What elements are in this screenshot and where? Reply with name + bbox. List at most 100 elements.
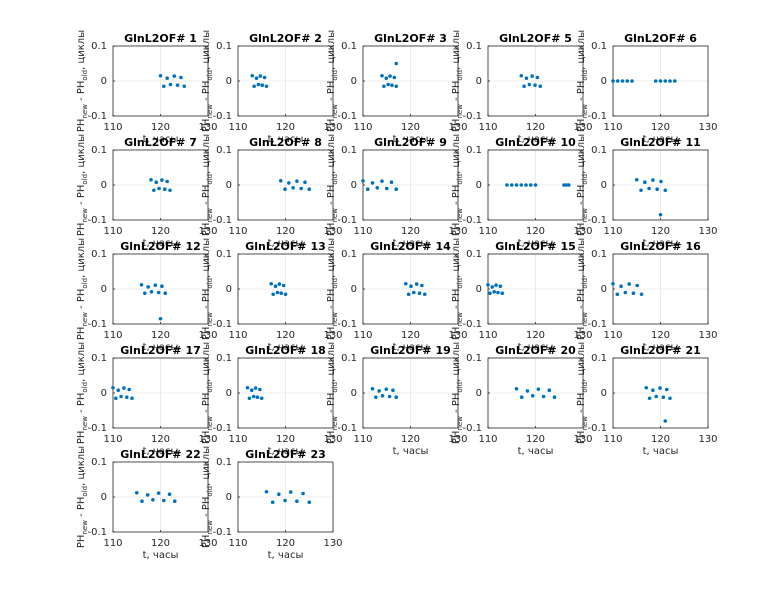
y-tick-label: -0.1 — [212, 527, 232, 538]
data-point — [527, 82, 532, 87]
data-point — [301, 491, 305, 496]
axes-box — [362, 357, 459, 429]
y-axis-label: PHnew - PHold, циклы — [326, 30, 339, 132]
data-point — [253, 386, 258, 390]
x-axis-label: t, часы — [518, 134, 554, 145]
y-tick-label: -0.1 — [212, 423, 232, 434]
data-point — [116, 388, 121, 393]
data-point — [259, 396, 264, 401]
y-label-part: new — [206, 312, 214, 327]
y-tick-label: 0 — [351, 180, 357, 191]
y-tick-label: 0.1 — [341, 41, 357, 52]
y-tick-label: -0.1 — [212, 111, 232, 122]
y-axis-label: PHnew - PHold, циклы — [576, 342, 589, 444]
y-label-part: new — [331, 104, 339, 119]
y-label-part: old — [206, 486, 214, 497]
y-label-part: new — [456, 416, 464, 431]
data-point — [514, 387, 519, 391]
y-label-part: , циклы — [76, 446, 87, 486]
x-tick-label: 130 — [198, 226, 217, 237]
y-tick-label: 0 — [476, 284, 482, 295]
data-point — [158, 316, 163, 321]
x-axis-label: t, часы — [143, 446, 179, 457]
data-point — [654, 394, 659, 399]
data-point — [380, 394, 385, 398]
data-point — [146, 285, 150, 289]
data-point — [262, 75, 267, 80]
data-point — [140, 499, 144, 504]
y-tick-label: 0 — [601, 284, 607, 295]
y-tick-label: 0 — [601, 388, 607, 399]
data-point — [281, 283, 286, 288]
data-point — [647, 396, 652, 401]
data-point — [152, 188, 156, 193]
y-label-part: - PH — [76, 81, 87, 105]
y-label-part: PH — [201, 431, 212, 445]
data-point — [615, 79, 620, 83]
subplot-title: GlnL2OF# 10 — [495, 136, 576, 149]
x-tick-label: 110 — [228, 226, 247, 237]
data-point — [494, 283, 498, 287]
y-label-part: , циклы — [451, 134, 462, 174]
data-point — [394, 187, 399, 191]
x-tick-label: 130 — [448, 122, 467, 133]
data-point — [488, 291, 492, 296]
data-point — [530, 74, 534, 78]
y-label-part: - PH — [76, 289, 87, 313]
y-label-part: new — [206, 208, 214, 223]
axes-box — [487, 45, 584, 117]
y-label-part: PH — [201, 119, 212, 133]
data-point — [417, 291, 422, 296]
data-point — [277, 492, 281, 497]
y-axis-label: PHnew - PHold, циклы — [576, 238, 589, 340]
data-point — [390, 83, 394, 87]
y-label-part: new — [456, 312, 464, 327]
data-point — [139, 283, 144, 287]
x-tick-label: 130 — [323, 122, 342, 133]
data-point — [165, 179, 169, 184]
x-axis-label: t, часы — [268, 134, 304, 145]
data-point — [406, 292, 411, 297]
data-point — [255, 395, 260, 400]
y-axis-label: PHnew - PHold, циклы — [76, 446, 89, 548]
x-axis-label: t, часы — [393, 446, 429, 457]
x-axis-label: t, часы — [393, 134, 429, 145]
x-tick-label: 120 — [276, 226, 295, 237]
y-label-part: , циклы — [76, 134, 87, 174]
subplot-title: GlnL2OF# 9 — [374, 136, 447, 149]
y-label-part: new — [81, 208, 89, 223]
x-axis-label: t, часы — [268, 342, 304, 353]
x-axis-label: t, часы — [393, 342, 429, 353]
x-tick-label: 120 — [651, 226, 670, 237]
y-tick-label: -0.1 — [87, 111, 107, 122]
data-point — [160, 178, 164, 182]
x-tick-label: 120 — [276, 122, 295, 133]
data-point — [278, 179, 283, 183]
x-tick-label: 120 — [651, 122, 670, 133]
x-tick-label: 120 — [401, 122, 420, 133]
x-tick-label: 130 — [573, 226, 592, 237]
x-tick-label: 110 — [103, 330, 122, 341]
data-point — [528, 183, 533, 187]
y-label-part: PH — [76, 535, 87, 549]
y-label-part: PH — [76, 327, 87, 341]
y-tick-label: 0.1 — [591, 249, 607, 260]
data-point — [154, 180, 159, 184]
data-point — [672, 79, 677, 83]
y-axis-label: PHnew - PHold, циклы — [76, 134, 89, 236]
y-label-part: , циклы — [451, 238, 462, 278]
y-label-part: old — [581, 174, 589, 185]
x-tick-label: 110 — [603, 226, 622, 237]
data-point — [382, 84, 386, 89]
x-tick-label: 120 — [151, 122, 170, 133]
subplot: 110 120 130 -0.1 0 0.1 GlnL2OF# 1 t, часы PHnew … — [76, 30, 218, 145]
data-point — [535, 75, 540, 80]
x-axis-label: t, часы — [143, 550, 179, 561]
data-point — [287, 181, 291, 185]
data-point — [295, 499, 299, 504]
x-tick-label: 110 — [603, 330, 622, 341]
